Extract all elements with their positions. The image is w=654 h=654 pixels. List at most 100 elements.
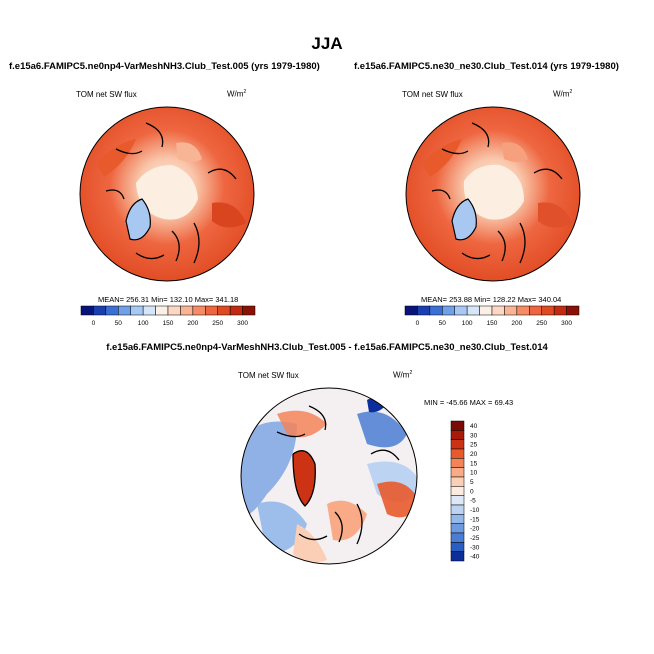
colorbar-cell	[429, 305, 443, 316]
colorbar-cell	[516, 305, 530, 316]
right-units-label: W/m2	[553, 89, 573, 99]
diff-pacific-positive	[377, 481, 417, 518]
colorbar-tick-label: -25	[470, 535, 480, 542]
diff-minmax-text: MIN = -45.66 MAX = 69.43	[424, 398, 514, 407]
colorbar-tick-label: 100	[462, 320, 473, 327]
diff-panel-title: f.e15a6.FAMIPC5.ne0np4-VarMeshNH3.Club_T…	[106, 342, 548, 353]
colorbar-tick-label: 250	[536, 320, 547, 327]
diff-colorbar-labels: 40 30 25 20 15 10 5 0 -5 -10 -15 -20 -25 -30 -40	[470, 423, 480, 561]
colorbar-tick-label: -10	[470, 507, 480, 514]
colorbar-tick-label: 150	[163, 320, 174, 327]
right-europe-patch	[422, 139, 462, 177]
colorbar-cell	[450, 439, 465, 450]
colorbar-tick-label: 20	[470, 451, 478, 458]
colorbar-cell	[80, 305, 94, 316]
right-pacific-patch	[538, 202, 572, 228]
left-arctic-bright-region	[136, 165, 198, 220]
colorbar-tick-label: -30	[470, 544, 480, 551]
diff-variable-label: TOM net SW flux	[238, 371, 299, 380]
colorbar-cell	[192, 305, 206, 316]
colorbar-cell	[553, 305, 567, 316]
colorbar-cell	[450, 523, 465, 534]
left-units-label: W/m2	[227, 89, 247, 99]
colorbar-cell	[450, 486, 465, 496]
colorbar-tick-label: 300	[237, 320, 248, 327]
colorbar-cell	[450, 504, 465, 515]
colorbar-cell	[466, 305, 480, 316]
colorbar-cell	[504, 305, 518, 316]
colorbar-tick-label: 0	[92, 320, 96, 327]
right-variable-label: TOM net SW flux	[402, 90, 463, 99]
colorbar-tick-label: 10	[470, 470, 478, 477]
colorbar-tick-label: -5	[470, 498, 476, 505]
left-colorbar: 050100150200250300350	[80, 305, 256, 327]
right-colorbar: 050100150200250300350	[404, 305, 580, 327]
colorbar-cell	[566, 305, 580, 316]
colorbar-cell	[93, 305, 107, 316]
diff-america-positive	[327, 500, 367, 541]
colorbar-cell	[450, 551, 465, 562]
colorbar-cell	[450, 495, 465, 506]
colorbar-tick-label: 150	[487, 320, 498, 327]
right-coastlines	[431, 122, 563, 264]
left-coastlines	[105, 122, 237, 264]
colorbar-tick-label: 300	[561, 320, 572, 327]
colorbar-tick-label: 250	[212, 320, 223, 327]
colorbar-tick-label: 200	[187, 320, 198, 327]
left-colorbar-labels: 050100150200250300350	[92, 320, 249, 327]
colorbar-cell	[180, 305, 194, 316]
colorbar-cell	[541, 305, 555, 316]
diff-coastlines	[276, 405, 400, 545]
colorbar-cell	[205, 305, 218, 316]
colorbar-cell	[404, 305, 418, 316]
left-pacific-patch	[212, 202, 246, 228]
colorbar-cell	[229, 305, 243, 316]
colorbar-cell	[450, 542, 465, 552]
left-map-border	[79, 106, 255, 282]
colorbar-tick-label: 15	[470, 460, 478, 467]
right-map-border	[405, 106, 581, 282]
right-arctic-bright-region	[463, 164, 524, 220]
diff-map-border	[240, 387, 418, 565]
colorbar-tick-label: 200	[511, 320, 522, 327]
colorbar-cell	[450, 476, 465, 487]
right-greenland-coast	[451, 198, 477, 241]
colorbar-cell	[118, 305, 131, 316]
colorbar-cell	[450, 514, 465, 524]
right-colorbar-labels: 050100150200250300350	[416, 320, 573, 327]
left-stats-text: MEAN= 256.31 Min= 132.10 Max= 341.18	[98, 295, 239, 304]
colorbar-cell	[242, 305, 256, 316]
colorbar-tick-label: -40	[470, 554, 480, 561]
colorbar-cell	[450, 532, 465, 543]
diff-arctic-positive	[277, 410, 327, 438]
right-siberia-patch	[502, 142, 528, 162]
left-greenland-region	[126, 199, 151, 240]
diff-colorbar-cells	[450, 420, 465, 562]
right-panel-title: f.e15a6.FAMIPC5.ne30_ne30.Club_Test.014 …	[354, 61, 619, 72]
right-polar-map	[405, 106, 581, 282]
colorbar-cell	[105, 305, 119, 316]
diff-colorbar: 40 30 25 20 15 10 5 0 -5 -10 -15 -20 -25 -30 -40	[450, 420, 480, 562]
colorbar-cell	[417, 305, 431, 316]
diff-greenland-positive	[293, 450, 316, 506]
left-europe-patch	[96, 139, 136, 177]
left-greenland-coast	[125, 198, 151, 241]
main-title: JJA	[311, 34, 343, 53]
colorbar-cell	[450, 448, 465, 459]
left-colorbar-cells	[80, 305, 256, 316]
colorbar-tick-label: 0	[470, 488, 474, 495]
left-panel-title: f.e15a6.FAMIPC5.ne0np4-VarMeshNH3.Club_T…	[9, 61, 320, 72]
colorbar-tick-label: 30	[470, 432, 478, 439]
colorbar-cell	[155, 305, 169, 316]
colorbar-cell	[167, 305, 181, 316]
colorbar-tick-label: 50	[115, 320, 123, 327]
diff-units-label: W/m2	[393, 370, 413, 380]
left-polar-map	[79, 106, 255, 282]
colorbar-tick-label: -15	[470, 516, 480, 523]
right-colorbar-cells	[404, 305, 580, 316]
colorbar-cell	[454, 305, 468, 316]
diff-siberia-negative	[357, 411, 407, 448]
colorbar-cell	[142, 305, 156, 316]
right-greenland-region	[452, 199, 477, 240]
colorbar-cell	[491, 305, 505, 316]
